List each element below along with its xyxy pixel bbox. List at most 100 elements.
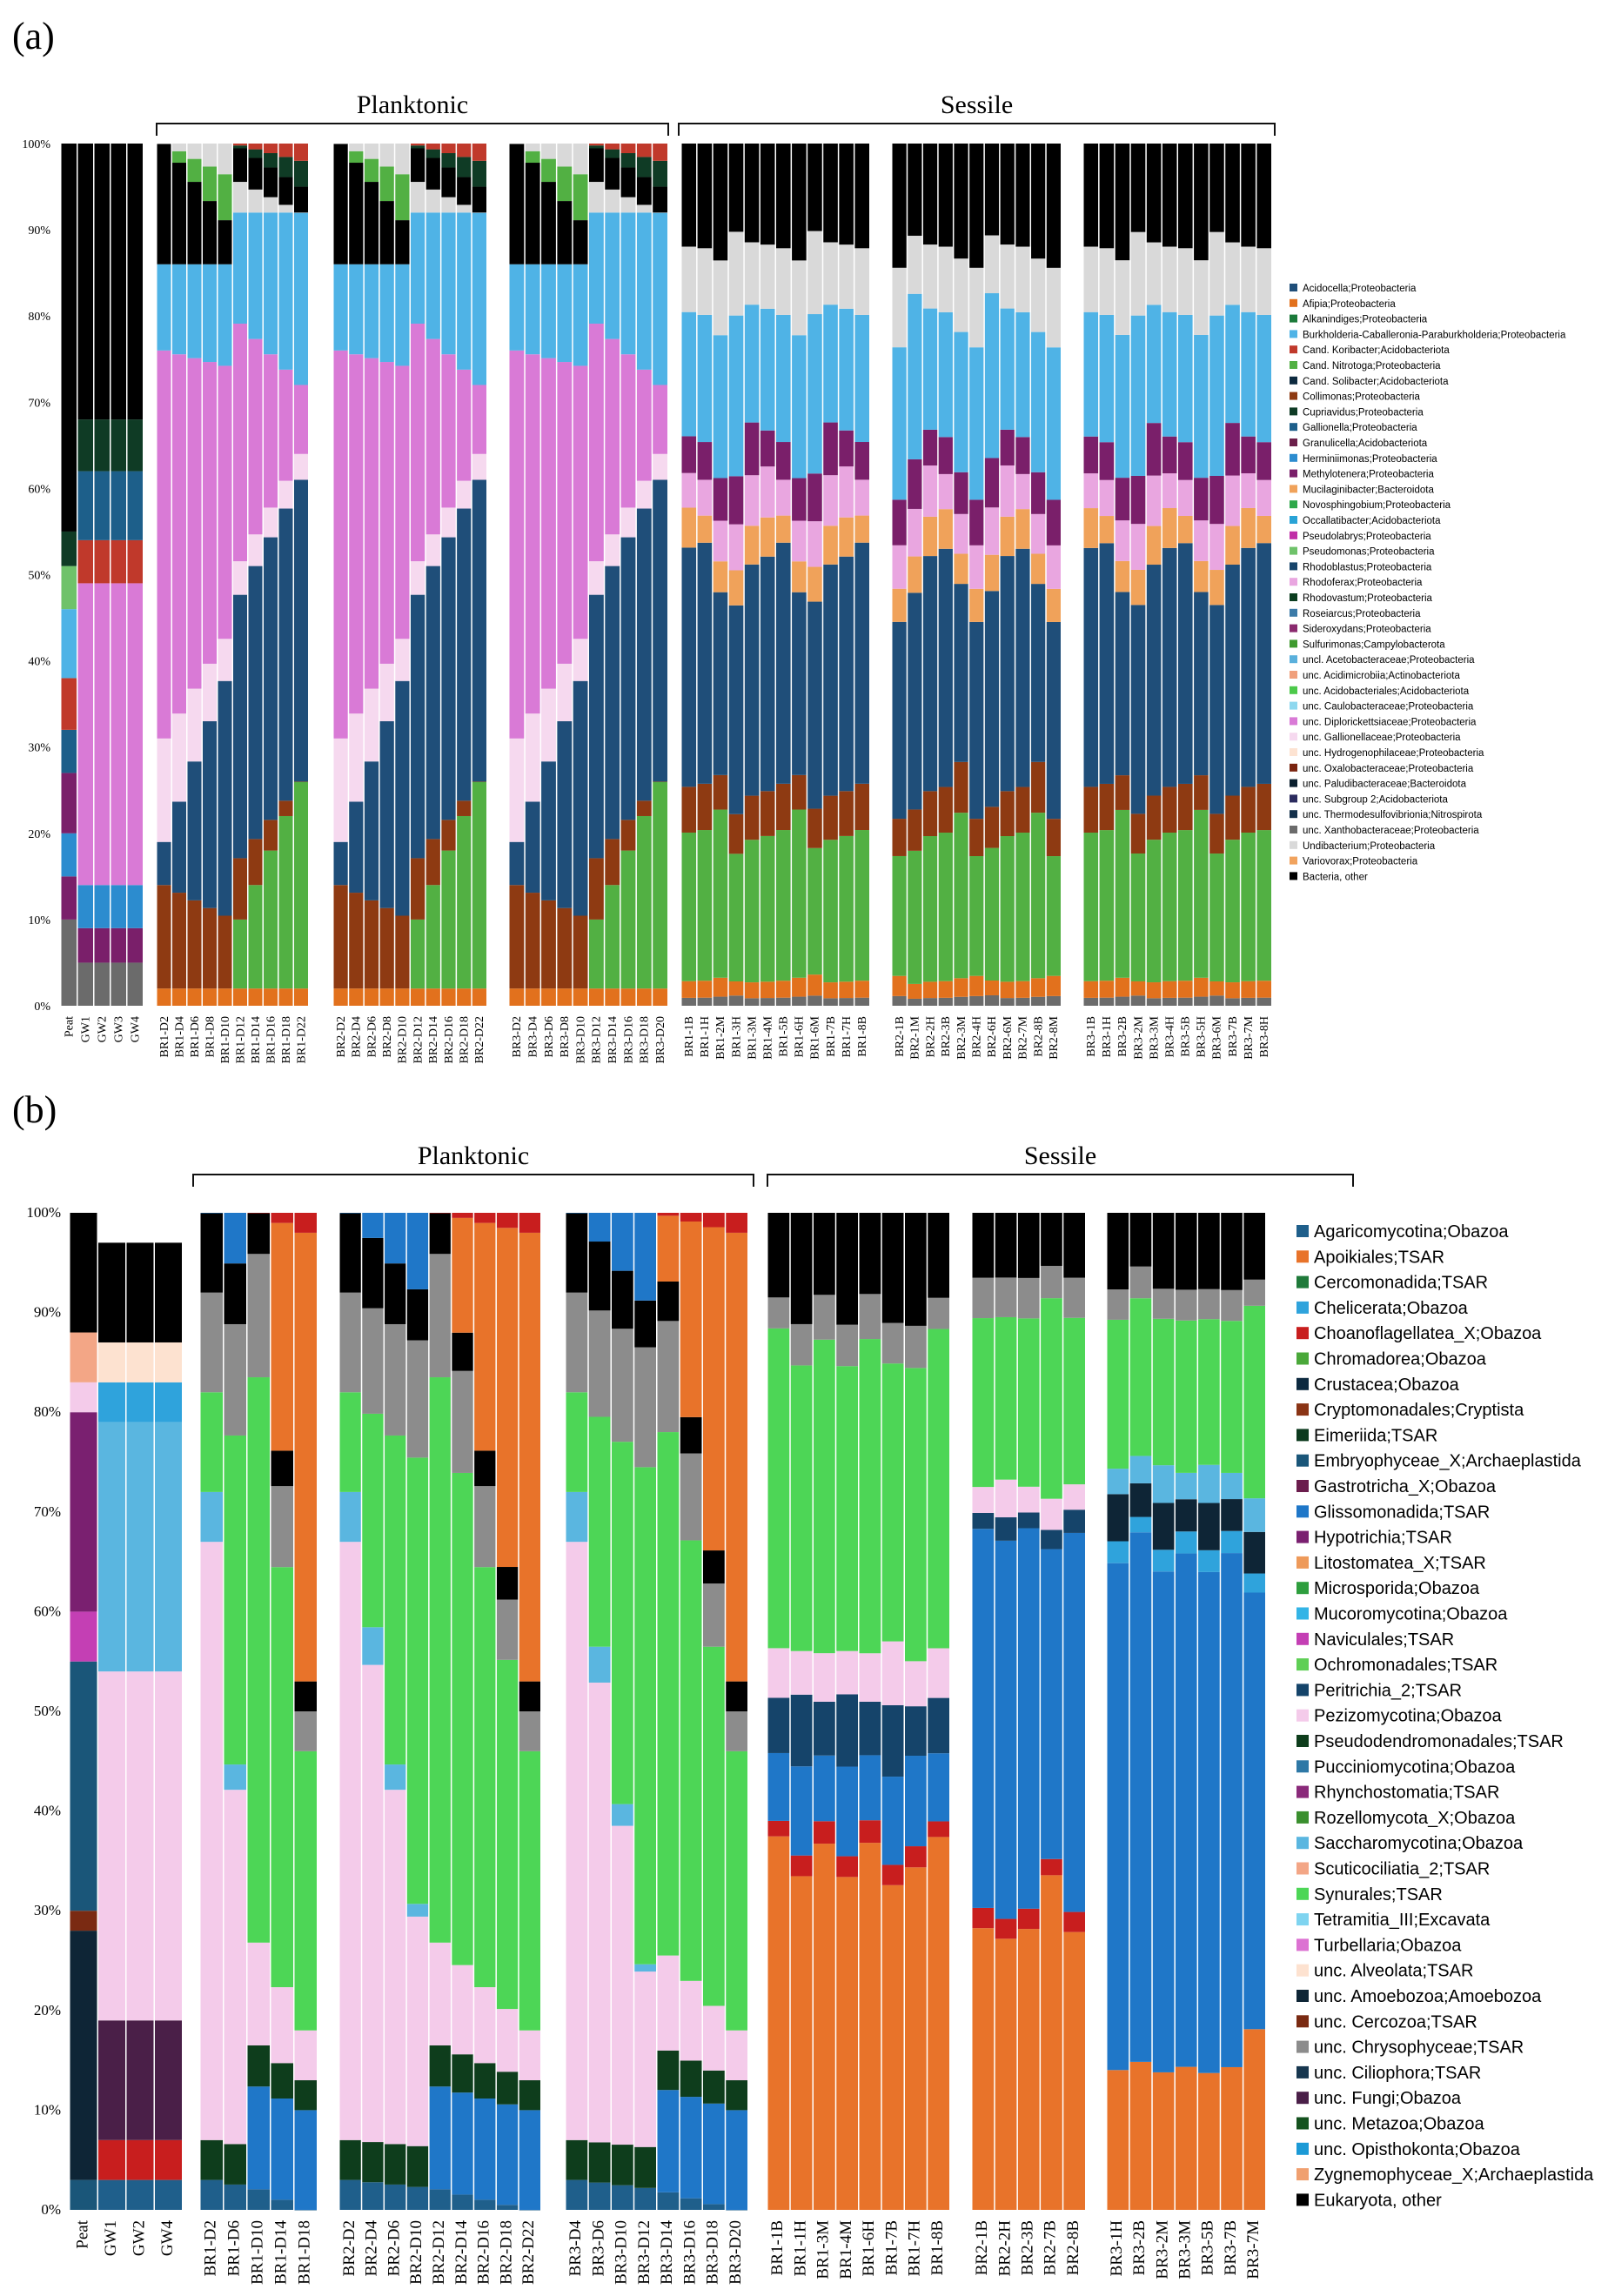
legend-label: Novosphingobium;Proteobacteria: [1303, 500, 1451, 511]
bar-segment: [1241, 507, 1256, 548]
legend-swatch: [1296, 1632, 1309, 1645]
bar-segment: [385, 2144, 406, 2185]
legend-label: Chelicerata;Obazoa: [1314, 1299, 1469, 1318]
bar-segment: [111, 583, 126, 886]
bar-segment: [1015, 509, 1030, 549]
bar-segment: [557, 663, 573, 721]
bar-segment: [1225, 242, 1240, 305]
bar-segment: [1031, 472, 1046, 514]
bar-segment: [823, 564, 838, 796]
bar-segment: [1063, 1317, 1085, 1485]
bar-segment: [1162, 997, 1177, 1006]
x-tick-label: BR3-D20: [654, 1016, 667, 1063]
bar-segment: [1017, 1486, 1040, 1513]
bar-segment: [411, 919, 425, 989]
bar-segment: [1175, 1531, 1197, 1554]
bar-segment: [411, 988, 425, 1006]
bar-segment: [612, 1329, 633, 1443]
bar-segment: [525, 163, 540, 264]
x-tick-label: BR3-D10: [613, 2220, 631, 2285]
y-tick-label: 60%: [34, 1603, 61, 1619]
bar-segment: [636, 988, 652, 1006]
bar-segment: [333, 264, 348, 351]
bar-segment: [155, 2179, 182, 2210]
bar-segment: [224, 1435, 246, 1765]
bar-segment: [634, 1467, 656, 1965]
bar-segment: [573, 174, 588, 221]
bar-segment: [653, 144, 667, 161]
bar-segment: [70, 1911, 97, 1931]
bar-segment: [474, 1213, 496, 1223]
bar-segment: [126, 1242, 154, 1342]
bar-segment: [588, 2182, 611, 2210]
bar-segment: [854, 144, 869, 249]
bar-segment: [248, 338, 263, 535]
x-tick-label: BR2-4H: [971, 1016, 984, 1057]
bar-segment: [1015, 787, 1030, 833]
y-tick-label: 90%: [28, 224, 50, 238]
bar-segment: [525, 264, 540, 355]
x-tick-label: BR1-8B: [856, 1016, 869, 1057]
legend-label: Mucoromycotina;Obazoa: [1314, 1605, 1508, 1624]
y-tick-label: 70%: [28, 397, 50, 410]
bar-segment: [557, 988, 573, 1006]
bar-segment: [1175, 1499, 1197, 1532]
legend-swatch: [1296, 1454, 1309, 1467]
bar-segment: [339, 1213, 361, 1293]
bar-segment: [653, 160, 667, 187]
legend-label: Litostomatea_X;TSAR: [1314, 1554, 1486, 1573]
bar-segment: [938, 787, 953, 833]
x-tick-label: BR1-2M: [714, 1015, 727, 1059]
legend-swatch: [1296, 2065, 1309, 2078]
bar-segment: [1041, 1875, 1062, 2210]
bar-segment: [472, 186, 486, 213]
bar-segment: [697, 997, 713, 1006]
bar-segment: [77, 419, 93, 472]
y-tick-label: 40%: [34, 1803, 61, 1819]
bar-segment: [457, 144, 472, 157]
bar-segment: [264, 507, 278, 538]
legend-swatch: [1290, 361, 1297, 369]
bar-segment: [1209, 853, 1224, 981]
bar-segment: [836, 1324, 858, 1367]
x-tick-label: BR3-D4: [526, 1016, 539, 1057]
bar-segment: [294, 1681, 317, 1711]
bar-segment: [839, 791, 854, 836]
bar-segment: [1083, 508, 1099, 548]
bar-segment: [744, 795, 760, 840]
bar-segment: [127, 144, 143, 420]
bar-segment: [187, 900, 202, 989]
bar-segment: [126, 2020, 154, 2140]
bar-segment: [457, 157, 472, 177]
bar-segment: [294, 2110, 317, 2210]
bar-segment: [744, 840, 760, 983]
x-tick-label: BR2-D10: [397, 1016, 410, 1063]
x-tick-label: BR3-D18: [704, 2220, 722, 2285]
bar-segment: [605, 157, 620, 190]
bar-segment: [588, 1416, 611, 1647]
bar-segment: [98, 2179, 125, 2210]
bar-segment: [566, 1542, 588, 2140]
bar-segment: [98, 2020, 125, 2140]
bar-segment: [233, 324, 247, 562]
bar-segment: [681, 311, 697, 437]
bar-segment: [1130, 569, 1146, 606]
y-tick-label: 30%: [34, 1902, 61, 1918]
bar-segment: [429, 1213, 451, 1255]
legend-label: Agaricomycotina;Obazoa: [1314, 1222, 1509, 1242]
legend-label: unc. Diplorickettsiaceae;Proteobacteria: [1303, 717, 1477, 727]
x-tick-label: BR1-6H: [794, 1016, 807, 1057]
bar-segment: [379, 362, 394, 664]
bar-segment: [294, 1213, 317, 1233]
legend-label: Pseudomonas;Proteobacteria: [1303, 547, 1435, 558]
legend-swatch: [1296, 1505, 1309, 1518]
legend-label: unc. Opisthokonta;Obazoa: [1314, 2140, 1521, 2159]
bar-segment: [760, 835, 775, 982]
x-tick-label: BR3-D18: [639, 1016, 652, 1063]
bar-segment: [792, 996, 807, 1006]
bar-segment: [126, 2139, 154, 2180]
bar-segment: [969, 819, 984, 856]
bar-segment: [938, 144, 953, 247]
bar-segment: [814, 1755, 835, 1822]
bar-segment: [995, 1316, 1017, 1480]
